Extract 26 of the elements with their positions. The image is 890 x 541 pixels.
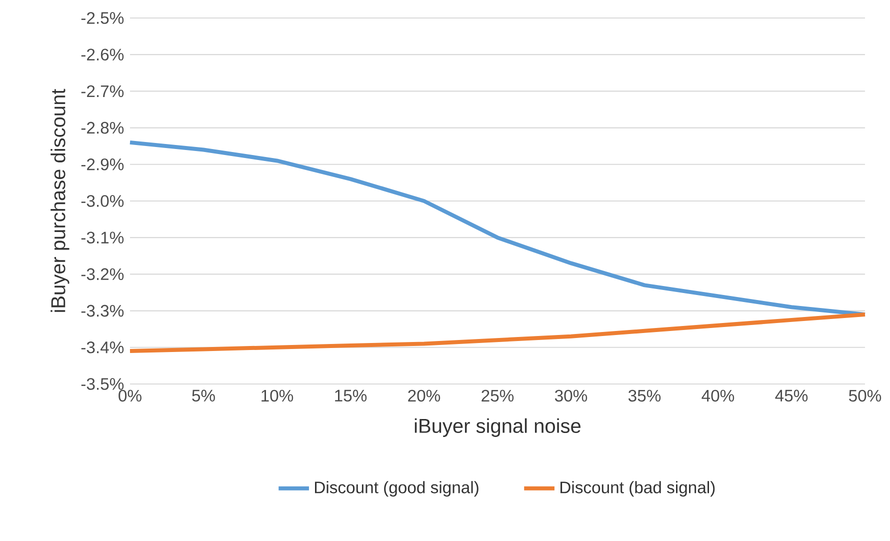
y-tick-label: -2.8% <box>81 122 124 134</box>
legend-label: Discount (good signal) <box>315 481 478 497</box>
x-tick-label: 10% <box>262 390 294 402</box>
y-tick-label: -2.9% <box>81 158 124 170</box>
x-tick-label: 0% <box>118 390 142 402</box>
y-tick-label: -3.5% <box>81 378 124 390</box>
x-tick-label: 40% <box>702 390 734 402</box>
legend-label: Discount (bad signal) <box>560 481 715 497</box>
x-tick-label: 20% <box>408 390 440 402</box>
y-tick-label: -3.1% <box>81 232 124 244</box>
y-tick-label: -3.4% <box>81 342 124 354</box>
y-tick-label: -2.7% <box>81 85 124 98</box>
x-tick-label: 5% <box>192 390 215 402</box>
y-tick-label: -3.2% <box>81 268 124 280</box>
x-axis-title: iBuyer signal noise <box>414 418 580 437</box>
x-tick-label: 35% <box>628 390 661 402</box>
x-tick-label: 25% <box>482 390 514 402</box>
x-tick-label: 30% <box>554 390 588 402</box>
y-tick-label: -3.0% <box>81 195 124 207</box>
y-tick-label: -2.6% <box>81 48 124 60</box>
y-axis-title: iBuyer purchase discount <box>50 88 70 312</box>
x-tick-label: 45% <box>775 390 808 402</box>
x-tick-label: 50% <box>848 390 882 402</box>
y-tick-label: -3.3% <box>81 304 124 317</box>
y-tick-label: -2.5% <box>81 12 124 24</box>
x-tick-label: 15% <box>335 390 367 402</box>
